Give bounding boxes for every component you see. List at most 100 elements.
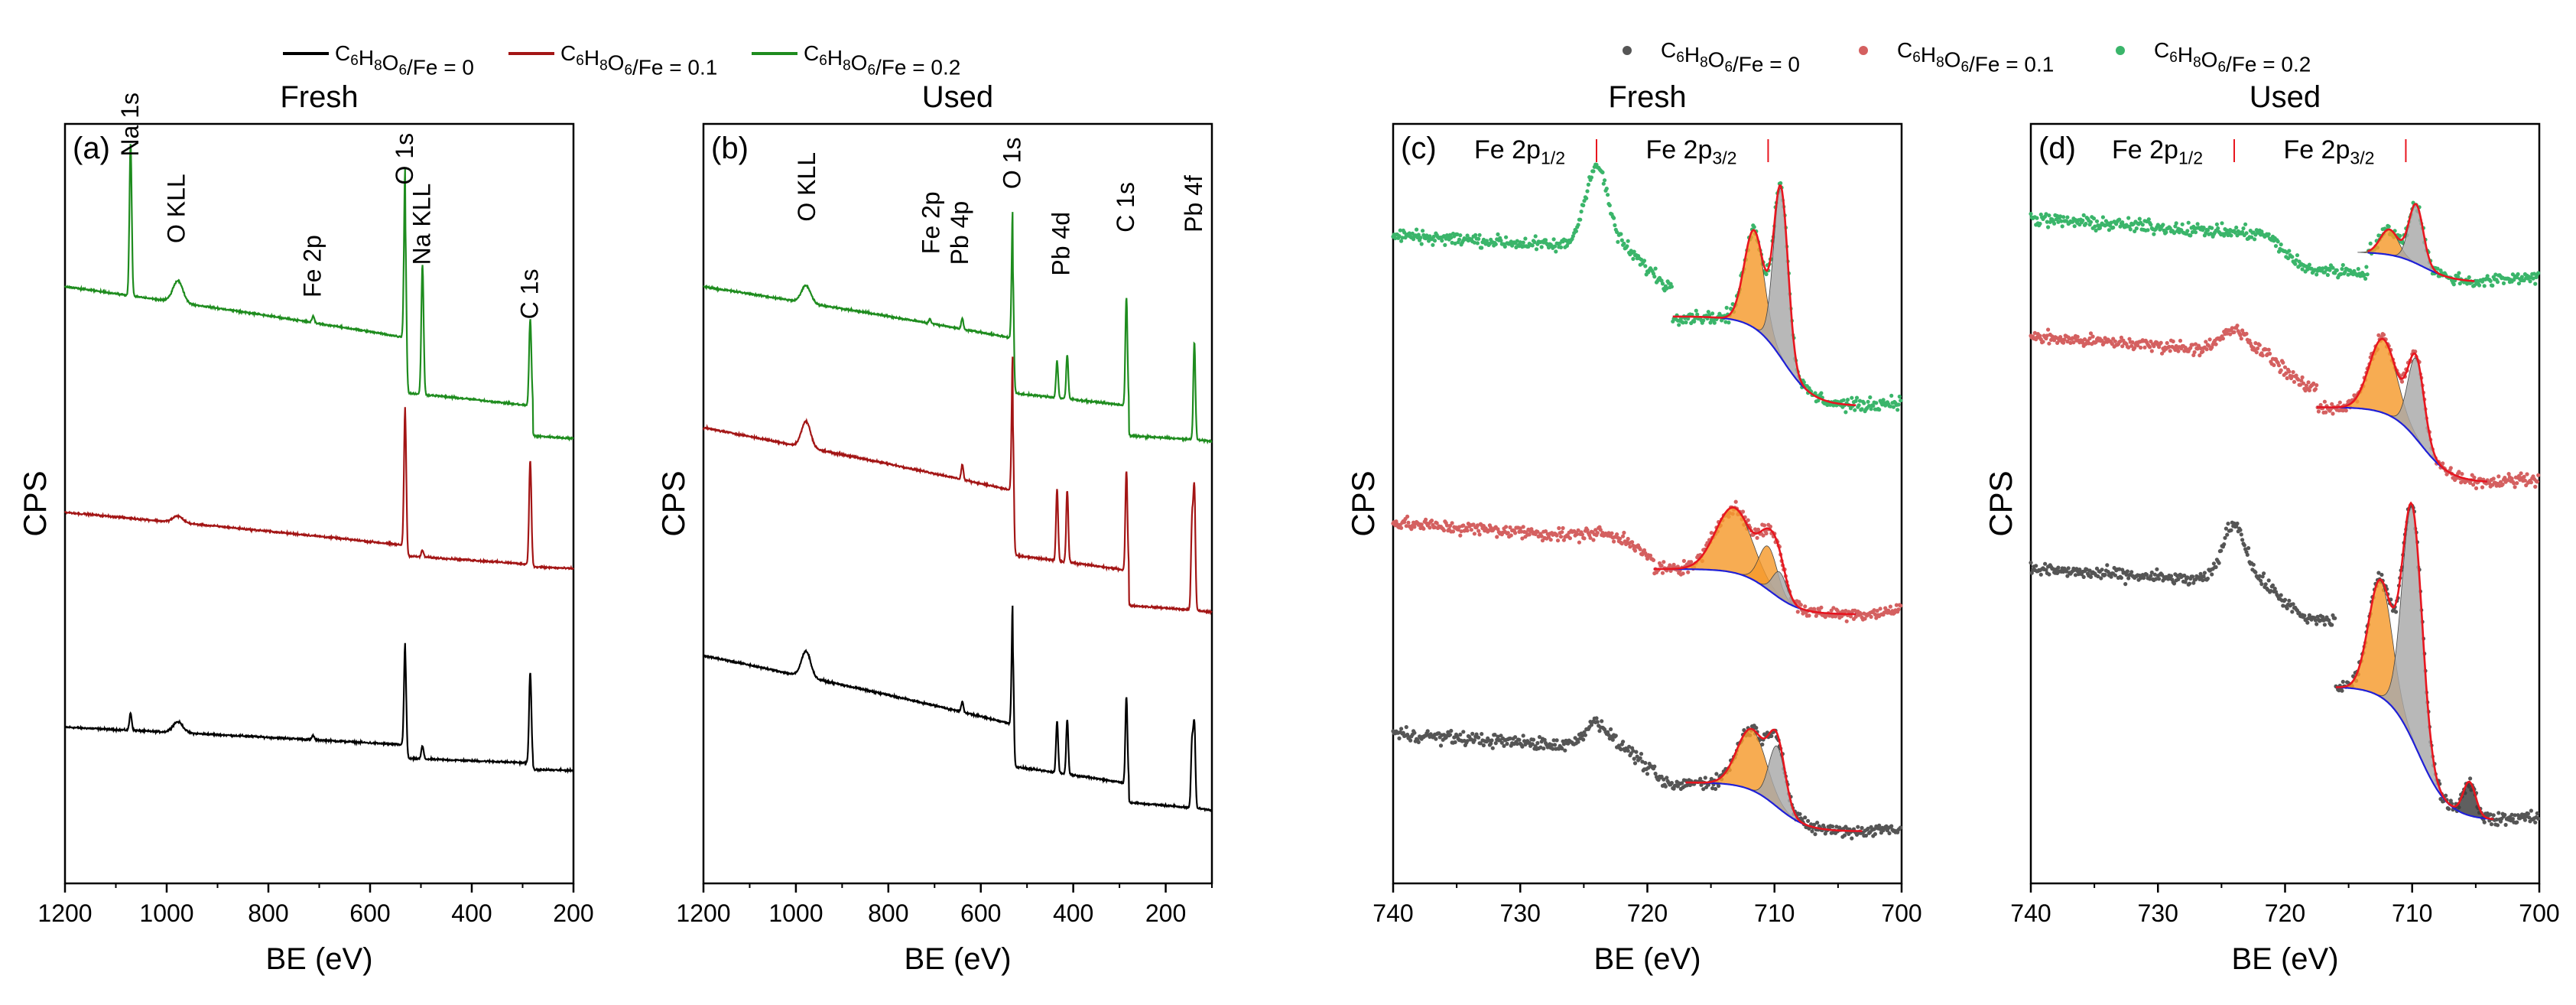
- data-point: [2291, 369, 2295, 375]
- data-point: [2322, 270, 2327, 275]
- data-point: [1447, 733, 1453, 737]
- data-point: [1798, 811, 1802, 816]
- data-point: [2133, 346, 2137, 350]
- data-point: [1499, 733, 1503, 738]
- data-point: [1489, 738, 1494, 743]
- data-point: [2125, 569, 2129, 574]
- data-point: [1639, 752, 1644, 756]
- data-point: [2295, 253, 2300, 258]
- data-point: [1560, 746, 1564, 751]
- data-point: [1477, 233, 1482, 237]
- data-point: [1642, 259, 1647, 263]
- data-point: [2047, 213, 2051, 218]
- data-point: [1659, 563, 1664, 568]
- x-tick-label: 700: [2519, 899, 2559, 927]
- data-point: [2204, 340, 2208, 344]
- data-point: [1841, 398, 1846, 402]
- data-point: [2477, 283, 2482, 288]
- data-point: [1506, 531, 1510, 535]
- data-point: [1632, 249, 1636, 254]
- data-point: [1429, 519, 1434, 523]
- edge-marker-label: Fe 2p1/2: [2112, 135, 2203, 168]
- data-point: [2056, 220, 2061, 224]
- data-point: [2491, 476, 2496, 481]
- data-point: [1615, 532, 1619, 537]
- data-point: [2284, 371, 2289, 376]
- data-point: [1638, 756, 1642, 760]
- data-point: [2172, 231, 2177, 236]
- data-point: [2190, 229, 2195, 235]
- data-point: [1554, 533, 1559, 538]
- data-point: [1560, 530, 1564, 535]
- data-point: [2260, 353, 2265, 358]
- data-point: [2195, 222, 2200, 226]
- data-point: [2297, 610, 2302, 615]
- data-point: [2322, 623, 2327, 627]
- data-point: [2533, 484, 2538, 489]
- data-point: [2456, 275, 2461, 279]
- data-points: [2029, 324, 2541, 491]
- data-point: [2266, 578, 2271, 583]
- data-point: [1859, 612, 1863, 616]
- data-point: [1843, 410, 1848, 415]
- data-point: [1622, 530, 1626, 535]
- data-point: [2165, 340, 2169, 346]
- data-point: [1619, 542, 1624, 546]
- data-point: [2522, 818, 2527, 822]
- data-point: [1461, 730, 1466, 734]
- data-point: [2174, 221, 2178, 226]
- data-point: [2515, 275, 2519, 280]
- legend-label: C6H8O6/Fe = 0: [335, 41, 474, 79]
- data-point: [1878, 607, 1882, 611]
- data-point: [2066, 566, 2071, 571]
- data-point: [2488, 278, 2493, 283]
- data-point: [1877, 408, 1882, 412]
- data-point: [2270, 583, 2276, 587]
- data-point: [1412, 730, 1417, 735]
- data-point: [2495, 823, 2500, 828]
- data-point: [1888, 404, 1892, 408]
- data-point: [1706, 310, 1710, 314]
- data-point: [2228, 332, 2233, 337]
- data-point: [1701, 787, 1706, 792]
- x-axis-label: BE (eV): [265, 942, 372, 976]
- data-point: [2109, 220, 2113, 225]
- data-point: [2330, 623, 2334, 627]
- data-point: [2126, 345, 2131, 350]
- data-point: [2054, 217, 2058, 222]
- data-point: [2210, 226, 2214, 230]
- data-point: [1549, 743, 1554, 747]
- data-point: [2129, 343, 2134, 348]
- data-point: [2253, 237, 2257, 242]
- data-point: [1527, 740, 1532, 745]
- data-point: [1714, 786, 1718, 792]
- data-point: [2202, 571, 2207, 575]
- data-point: [2393, 610, 2399, 614]
- data-point: [2535, 811, 2539, 815]
- data-point: [2041, 340, 2045, 344]
- data-point: [1894, 603, 1899, 607]
- data-point: [1561, 525, 1565, 531]
- data-point: [1866, 404, 1871, 408]
- data-point: [1632, 761, 1638, 766]
- data-point: [2480, 485, 2485, 489]
- data-point: [2356, 267, 2360, 272]
- data-point: [1895, 408, 1900, 412]
- data-point: [1710, 786, 1715, 791]
- data-point: [1665, 286, 1669, 291]
- data-point: [1899, 398, 1903, 403]
- data-point: [2046, 225, 2051, 229]
- data-point: [1746, 518, 1750, 522]
- data-point: [2251, 562, 2256, 567]
- data-point: [2287, 369, 2292, 374]
- data-point: [2503, 812, 2507, 817]
- data-point: [1597, 729, 1602, 733]
- data-point: [1834, 614, 1838, 619]
- data-point: [2233, 230, 2237, 235]
- data-point: [1407, 231, 1411, 236]
- data-point: [1399, 239, 1404, 243]
- data-point: [1581, 203, 1586, 208]
- data-point: [2305, 620, 2310, 625]
- data-point: [1610, 737, 1615, 742]
